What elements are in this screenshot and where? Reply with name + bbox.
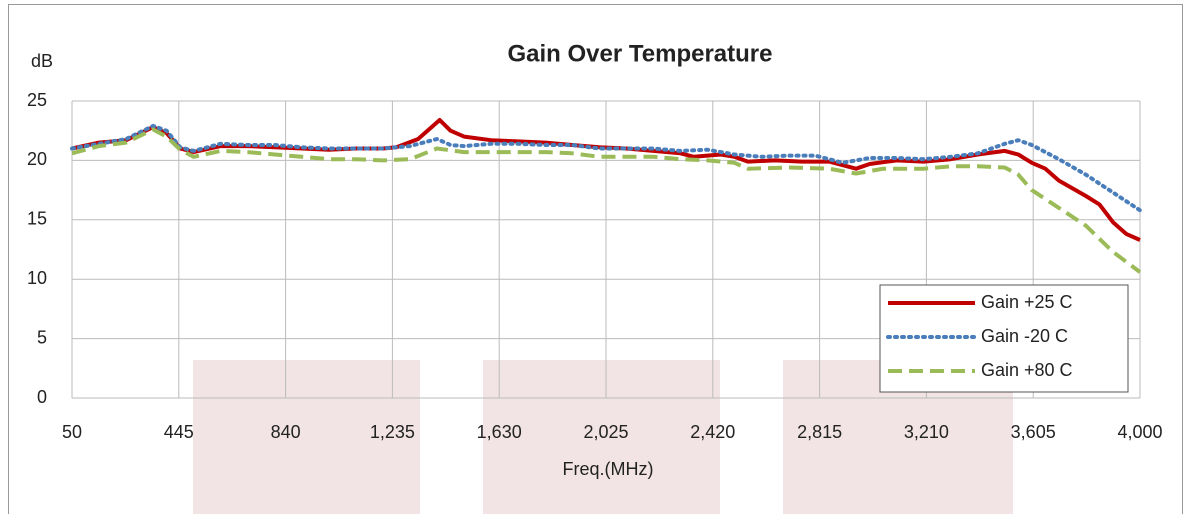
- x-tick-label: 1,630: [477, 422, 522, 442]
- x-axis-label: Freq.(MHz): [563, 459, 654, 479]
- x-tick-label: 445: [164, 422, 194, 442]
- x-tick-label: 50: [62, 422, 82, 442]
- y-tick-label: 10: [27, 268, 47, 288]
- x-tick-label: 840: [271, 422, 301, 442]
- shaded-regions: [193, 360, 1013, 514]
- y-tick-label: 20: [27, 149, 47, 169]
- y-tick-label: 5: [37, 327, 47, 347]
- x-tick-label: 1,235: [370, 422, 415, 442]
- legend-label: Gain +80 C: [981, 360, 1073, 380]
- shaded-region: [483, 360, 720, 514]
- y-tick-label: 15: [27, 209, 47, 229]
- x-tick-label: 2,420: [690, 422, 735, 442]
- data-line: [71, 127, 1142, 274]
- x-tick-label: 2,025: [583, 422, 628, 442]
- x-tick-label: 3,210: [904, 422, 949, 442]
- chart-border: [8, 4, 1183, 514]
- x-tick-label: 3,605: [1011, 422, 1056, 442]
- chart-title: Gain Over Temperature: [508, 40, 773, 67]
- y-tick-label: 25: [27, 90, 47, 110]
- data-line: [70, 123, 1142, 213]
- shaded-region: [193, 360, 420, 514]
- legend: Gain +25 C Gain -20 C Gain +80 C: [879, 284, 1129, 393]
- x-tick-label: 4,000: [1117, 422, 1162, 442]
- y-tick-label: 0: [37, 387, 47, 407]
- y-axis-label: dB: [31, 51, 53, 71]
- legend-label: Gain +25 C: [981, 292, 1073, 312]
- legend-label: Gain -20 C: [981, 326, 1068, 346]
- x-tick-label: 2,815: [797, 422, 842, 442]
